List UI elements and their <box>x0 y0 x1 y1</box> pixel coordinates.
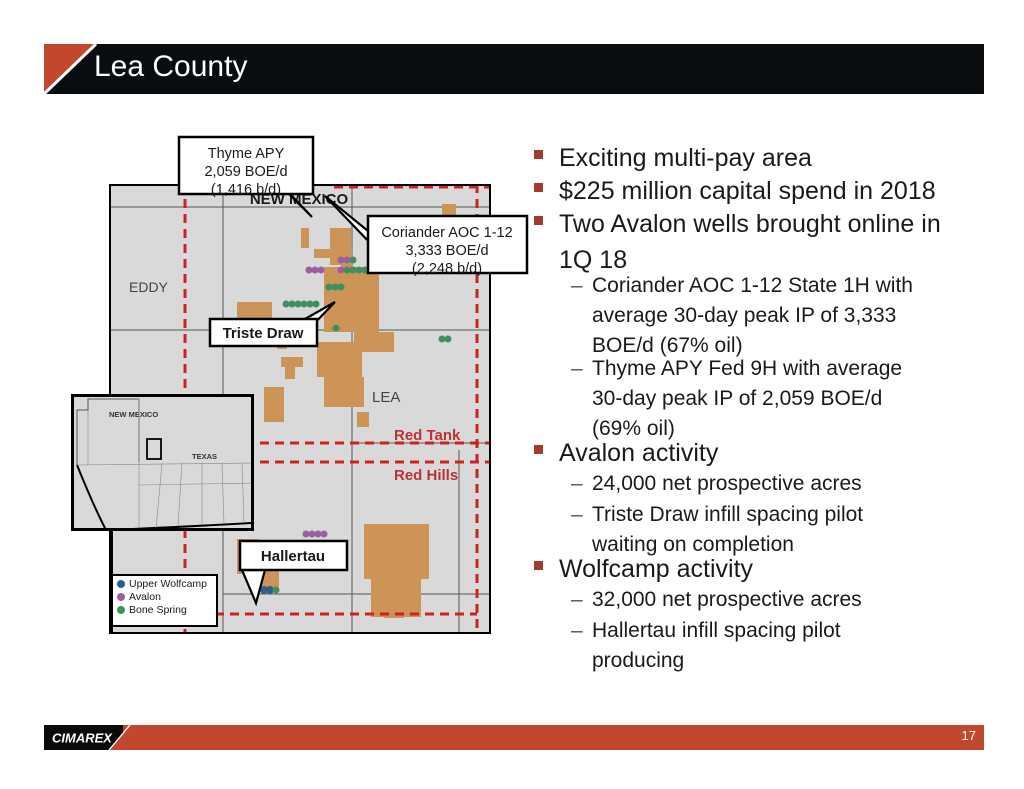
svg-text:2,059 BOE/d: 2,059 BOE/d <box>204 164 287 180</box>
svg-text:Red Hills: Red Hills <box>394 467 458 484</box>
svg-text:Thyme APY: Thyme APY <box>208 146 285 162</box>
svg-text:NEW MEXICO: NEW MEXICO <box>109 410 158 419</box>
svg-text:Coriander AOC 1-12: Coriander AOC 1-12 <box>381 225 512 241</box>
svg-text:Triste Draw: Triste Draw <box>223 325 304 342</box>
svg-text:Hallertau: Hallertau <box>261 548 325 565</box>
svg-text:Red Tank: Red Tank <box>394 427 461 444</box>
svg-text:EDDY: EDDY <box>129 279 169 295</box>
svg-text:3,333 BOE/d: 3,333 BOE/d <box>405 243 488 259</box>
svg-text:LEA: LEA <box>372 389 400 406</box>
svg-text:(2,248 b/d): (2,248 b/d) <box>412 261 482 277</box>
svg-text:(1,416 b/d): (1,416 b/d) <box>211 182 281 198</box>
svg-text:TEXAS: TEXAS <box>192 452 217 461</box>
svg-text:CIMAREX: CIMAREX <box>52 731 113 746</box>
